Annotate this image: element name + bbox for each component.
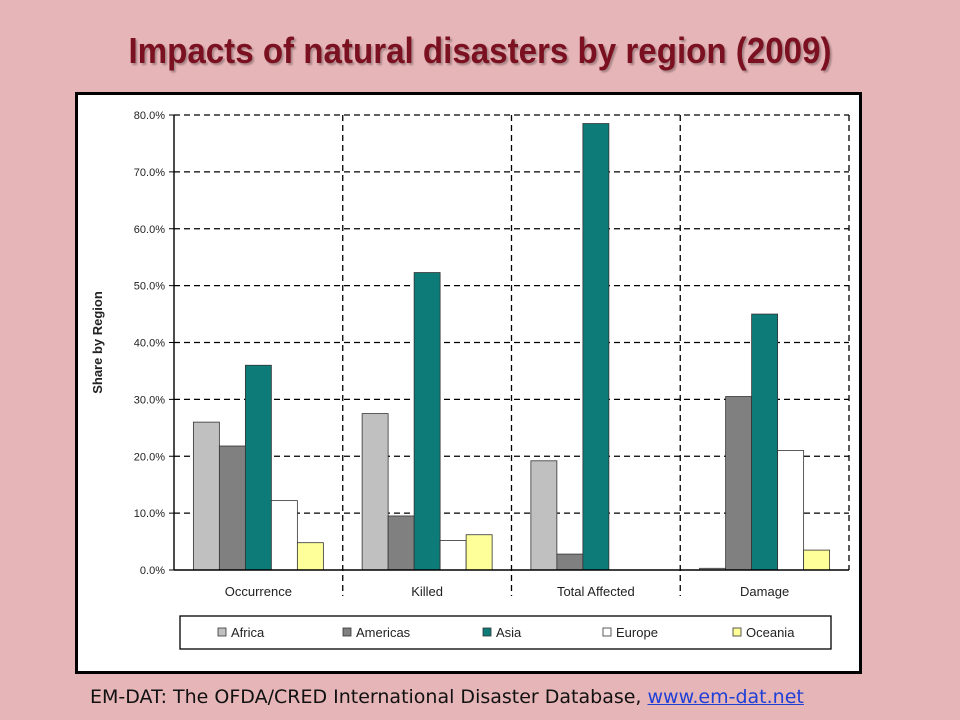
bar-americas-3 [725, 396, 753, 571]
chart-frame: 0.0% 10.0% 20.0% 30.0% 40.0% 50.0% 60.0% 70.0% 8… [75, 92, 862, 674]
bar-oceania-0 [296, 542, 324, 571]
bar-asia-3 [751, 313, 779, 571]
y-tick-label: 50.0% [134, 281, 165, 293]
bar-asia-1 [413, 272, 441, 571]
legend-swatch-americas [342, 627, 352, 637]
y-tick-label: 10.0% [134, 508, 165, 520]
bar-asia-2 [582, 123, 610, 571]
bar-africa-2 [530, 460, 558, 571]
source-link[interactable]: www.em-dat.net [647, 686, 804, 708]
slide-title: Impacts of natural disasters by region (… [128, 30, 832, 71]
bar-africa-1 [361, 413, 389, 571]
y-tick-label: 60.0% [134, 224, 165, 236]
legend-swatch-europe [602, 627, 612, 637]
y-tick-label: 40.0% [134, 338, 165, 350]
y-tick-label: 20.0% [134, 451, 165, 463]
bar-europe-1 [439, 540, 467, 571]
bar-oceania-3 [803, 549, 831, 571]
legend-swatch-asia [482, 627, 492, 637]
y-axis-title: Share by Region [90, 291, 105, 394]
legend-label-americas: Americas [356, 625, 411, 640]
bar-americas-2 [556, 553, 584, 571]
legend-label-asia: Asia [496, 625, 522, 640]
bar-europe-0 [270, 500, 298, 571]
x-category-label: Damage [740, 584, 789, 599]
bar-americas-0 [218, 445, 246, 571]
x-category-label: Killed [411, 584, 443, 599]
bar-africa-0 [192, 421, 220, 571]
legend-label-oceania: Oceania [746, 625, 795, 640]
bar-europe-3 [777, 450, 805, 571]
legend-swatch-africa [217, 627, 227, 637]
legend-swatch-oceania [732, 627, 742, 637]
x-category-label: Total Affected [557, 584, 635, 599]
y-tick-label: 30.0% [134, 394, 165, 406]
bar-asia-0 [244, 364, 272, 571]
legend-label-europe: Europe [616, 625, 658, 640]
bar-americas-1 [387, 515, 415, 571]
bar-chart: 0.0% 10.0% 20.0% 30.0% 40.0% 50.0% 60.0% 70.0% 8… [90, 110, 850, 650]
legend-label-africa: Africa [231, 625, 265, 640]
source-citation: EM-DAT: The OFDA/CRED International Disa… [90, 686, 804, 708]
source-text: EM-DAT: The OFDA/CRED International Disa… [90, 686, 648, 708]
y-tick-label: 70.0% [134, 167, 165, 179]
y-tick-label: 80.0% [134, 110, 165, 122]
y-tick-label: 0.0% [140, 565, 165, 577]
bar-oceania-1 [465, 534, 493, 571]
x-category-label: Occurrence [225, 584, 292, 599]
legend-box [179, 615, 832, 650]
